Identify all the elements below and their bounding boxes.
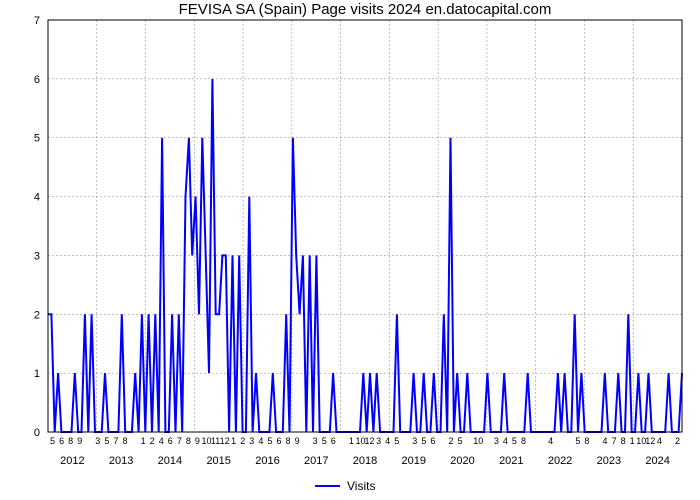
x-minor-label: 12: [645, 436, 655, 446]
x-minor-label: 5: [512, 436, 517, 446]
legend-label: Visits: [347, 479, 375, 493]
x-minor-label: 3: [249, 436, 254, 446]
x-minor-label: 2: [449, 436, 454, 446]
x-minor-label: 3: [313, 436, 318, 446]
x-minor-label: 8: [584, 436, 589, 446]
x-minor-label: 7: [177, 436, 182, 446]
x-minor-label: 9: [295, 436, 300, 446]
x-minor-label: 1: [630, 436, 635, 446]
x-minor-label: 8: [286, 436, 291, 446]
x-year-label: 2018: [353, 455, 377, 467]
x-minor-label: 8: [521, 436, 526, 446]
chart-container: 0123456720122013201420152016201720182019…: [0, 0, 700, 500]
x-minor-label: 5: [394, 436, 399, 446]
x-year-label: 2014: [158, 455, 182, 467]
x-year-label: 2012: [60, 455, 84, 467]
y-tick-label: 5: [34, 133, 40, 145]
x-minor-label: 7: [612, 436, 617, 446]
x-year-label: 2023: [597, 455, 621, 467]
y-tick-label: 7: [34, 15, 40, 27]
x-year-label: 2016: [255, 455, 279, 467]
line-chart: 0123456720122013201420152016201720182019…: [0, 0, 700, 500]
x-minor-label: 4: [548, 436, 553, 446]
y-tick-label: 6: [34, 74, 40, 86]
chart-title: FEVISA SA (Spain) Page visits 2024 en.da…: [179, 1, 552, 18]
x-year-label: 2019: [402, 455, 426, 467]
x-minor-label: 2: [150, 436, 155, 446]
x-minor-label: 4: [657, 436, 662, 446]
y-tick-label: 0: [34, 427, 40, 439]
x-minor-label: 5: [421, 436, 426, 446]
x-minor-label: 5: [322, 436, 327, 446]
x-minor-label: 1: [141, 436, 146, 446]
x-minor-label: 9: [195, 436, 200, 446]
x-minor-label: 3: [412, 436, 417, 446]
x-year-label: 2020: [450, 455, 474, 467]
y-tick-label: 1: [34, 368, 40, 380]
x-minor-label: 6: [168, 436, 173, 446]
x-minor-label: 6: [430, 436, 435, 446]
x-minor-label: 3: [494, 436, 499, 446]
x-minor-label: 4: [503, 436, 508, 446]
x-minor-label: 5: [104, 436, 109, 446]
x-minor-label: 10: [473, 436, 483, 446]
x-minor-label: 8: [621, 436, 626, 446]
x-minor-label: 1: [231, 436, 236, 446]
x-minor-label: 8: [186, 436, 191, 446]
x-minor-label: 5: [458, 436, 463, 446]
x-year-label: 2021: [499, 455, 523, 467]
x-year-label: 2013: [109, 455, 133, 467]
x-minor-label: 1: [349, 436, 354, 446]
x-minor-label: 5: [575, 436, 580, 446]
x-minor-label: 6: [59, 436, 64, 446]
x-minor-label: 2: [240, 436, 245, 446]
x-minor-label: 4: [385, 436, 390, 446]
x-minor-label: 5: [50, 436, 55, 446]
x-minor-label: 8: [122, 436, 127, 446]
x-minor-label: 7: [113, 436, 118, 446]
x-year-label: 2015: [206, 455, 230, 467]
x-minor-label: 3: [376, 436, 381, 446]
x-minor-label: 3: [95, 436, 100, 446]
x-year-label: 2022: [548, 455, 572, 467]
x-minor-label: 4: [159, 436, 164, 446]
y-tick-label: 3: [34, 250, 40, 262]
x-minor-label: 6: [276, 436, 281, 446]
y-tick-label: 2: [34, 309, 40, 321]
x-minor-label: 8: [68, 436, 73, 446]
x-minor-label: 5: [267, 436, 272, 446]
x-year-label: 2017: [304, 455, 328, 467]
x-minor-label: 4: [603, 436, 608, 446]
x-minor-label: 12: [365, 436, 375, 446]
y-tick-label: 4: [34, 192, 40, 204]
x-year-label: 2024: [645, 455, 669, 467]
x-minor-label: 9: [77, 436, 82, 446]
x-minor-label: 4: [258, 436, 263, 446]
x-minor-label: 6: [331, 436, 336, 446]
x-minor-label: 12: [220, 436, 230, 446]
x-minor-label: 2: [675, 436, 680, 446]
